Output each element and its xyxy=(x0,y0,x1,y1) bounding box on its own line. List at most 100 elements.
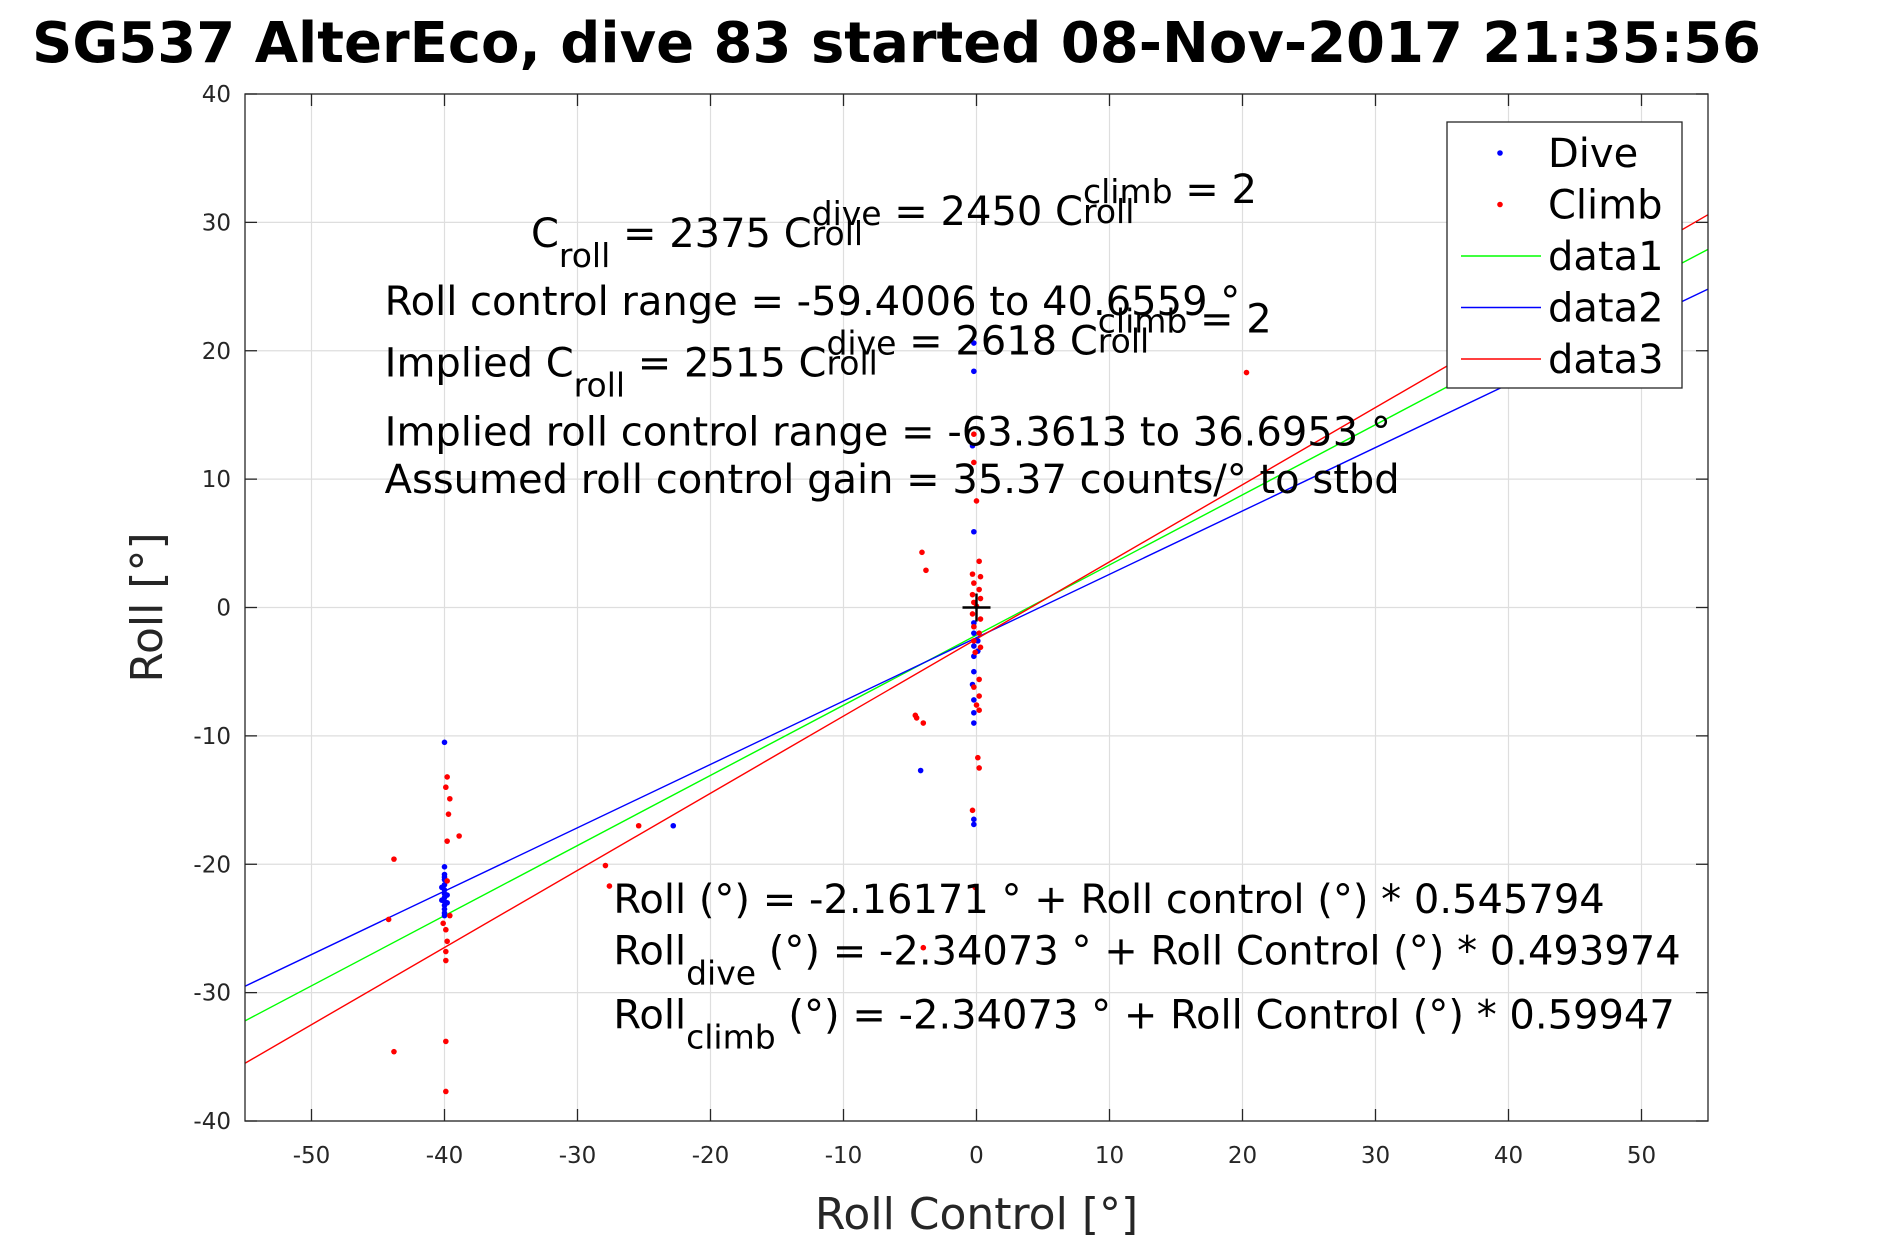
annotation-part: = 2 xyxy=(1173,167,1257,213)
climb-point xyxy=(606,883,613,889)
dive-point xyxy=(971,668,977,675)
climb-point xyxy=(969,571,976,577)
dive-point xyxy=(670,822,677,829)
climb-point xyxy=(602,862,609,869)
climb-point xyxy=(973,702,980,708)
dive-point xyxy=(971,368,977,375)
annotation-4: Assumed roll control gain = 35.37 counts… xyxy=(385,457,1400,503)
dive-point xyxy=(971,630,977,636)
annotation-part: Roll control range = -59.4006 to 40.6559… xyxy=(385,279,1241,325)
annotation-part: Roll xyxy=(613,928,686,974)
x-tick-label: -50 xyxy=(293,1143,331,1169)
annotation-part: (°) = -2.34073 ° + Roll Control (°) * 0.… xyxy=(776,993,1675,1039)
dive-point xyxy=(441,912,448,919)
dive-point xyxy=(971,709,977,716)
y-tick-label: -30 xyxy=(193,981,231,1007)
dive-point xyxy=(917,767,924,774)
x-tick-label: 30 xyxy=(1361,1143,1390,1169)
annotation-0: Croll = 2375 Cdive roll = 2450 Cclimb roll… xyxy=(531,167,1257,275)
x-tick-label: 40 xyxy=(1494,1143,1523,1169)
annotation-7: Rollclimb (°) = -2.34073 ° + Roll Contro… xyxy=(613,993,1674,1057)
annotation-2: Implied Croll = 2515 Cdive roll = 2618 Cc… xyxy=(385,296,1272,404)
climb-point xyxy=(443,1088,449,1095)
legend-label: Climb xyxy=(1548,183,1663,229)
climb-point xyxy=(971,638,977,644)
climb-point xyxy=(443,926,449,933)
climb-point xyxy=(391,856,397,862)
climb-point xyxy=(971,580,977,586)
dive-point xyxy=(439,884,445,891)
annotation-part: roll xyxy=(1083,192,1134,231)
climb-point xyxy=(971,684,977,690)
x-tick-label: -10 xyxy=(825,1143,863,1169)
y-tick-label: 40 xyxy=(202,82,231,108)
dive-point xyxy=(441,739,448,746)
climb-point xyxy=(971,623,977,630)
dive-point xyxy=(441,906,448,912)
plus-marker xyxy=(962,593,991,622)
annotations: Croll = 2375 Cdive roll = 2450 Cclimb roll… xyxy=(385,167,1681,1057)
dive-point xyxy=(971,720,977,726)
climb-point xyxy=(923,567,929,574)
climb-point xyxy=(920,944,927,951)
annotation-part: = 2375 C xyxy=(610,211,811,257)
climb-point xyxy=(972,649,978,656)
page-title: SG537 AlterEco, dive 83 started 08-Nov-2… xyxy=(32,11,1761,76)
y-tick-label: 30 xyxy=(202,210,231,236)
y-axis-label: Roll [°] xyxy=(122,532,173,682)
climb-point xyxy=(444,938,450,945)
y-tick-label: 10 xyxy=(202,467,231,493)
climb-point xyxy=(635,822,642,829)
dive-point xyxy=(971,816,977,823)
climb-point xyxy=(971,459,977,466)
annotation-part: Roll (°) = -2.16171 ° + Roll control (°)… xyxy=(613,877,1604,923)
dive-point xyxy=(971,697,977,703)
annotation-part: roll xyxy=(826,343,877,382)
climb-point xyxy=(969,807,976,814)
climb-point xyxy=(913,715,920,721)
dive-point xyxy=(441,864,448,870)
climb-point xyxy=(443,957,449,964)
legend-label: data2 xyxy=(1548,286,1664,332)
climb-point xyxy=(385,916,392,923)
climb-point xyxy=(971,431,977,437)
x-tick-label: 50 xyxy=(1627,1143,1656,1169)
dive-point xyxy=(969,442,976,449)
dive-point xyxy=(971,821,977,828)
dive-point xyxy=(975,638,981,644)
climb-point xyxy=(972,884,978,891)
x-tick-label: -30 xyxy=(559,1143,597,1169)
annotation-part: climb xyxy=(686,1018,776,1057)
y-tick-label: -20 xyxy=(193,852,231,878)
climb-point xyxy=(977,616,984,622)
climb-point xyxy=(444,774,450,780)
climb-point xyxy=(444,838,450,844)
climb-point xyxy=(920,720,927,726)
annotation-part: Roll xyxy=(613,993,686,1039)
x-tick-label: -40 xyxy=(426,1143,464,1169)
x-tick-label: 20 xyxy=(1228,1143,1257,1169)
climb-point xyxy=(976,586,982,593)
legend-swatch-Dive xyxy=(1497,150,1503,156)
climb-point xyxy=(977,595,984,602)
legend-label: data1 xyxy=(1548,234,1664,280)
annotation-part: = 2450 C xyxy=(882,189,1083,235)
climb-point xyxy=(975,754,981,761)
annotation-part: Implied C xyxy=(385,340,574,386)
climb-point xyxy=(976,558,982,565)
annotation-part: roll xyxy=(559,236,610,275)
climb-point xyxy=(456,833,462,839)
y-tick-label: 20 xyxy=(202,339,231,365)
dive-point xyxy=(439,897,445,903)
dive-point xyxy=(444,892,450,898)
climb-point xyxy=(443,784,449,791)
annotation-part: climb xyxy=(1083,172,1173,211)
annotation-part: = 2 xyxy=(1187,296,1271,342)
climb-point xyxy=(969,611,976,617)
annotation-1: Roll control range = -59.4006 to 40.6559… xyxy=(385,279,1241,325)
annotation-3: Implied roll control range = -63.3613 to… xyxy=(385,410,1391,456)
y-tick-label: -10 xyxy=(193,724,231,750)
climb-point xyxy=(1243,369,1250,376)
climb-point xyxy=(391,1048,397,1055)
annotation-part: dive xyxy=(812,194,882,233)
